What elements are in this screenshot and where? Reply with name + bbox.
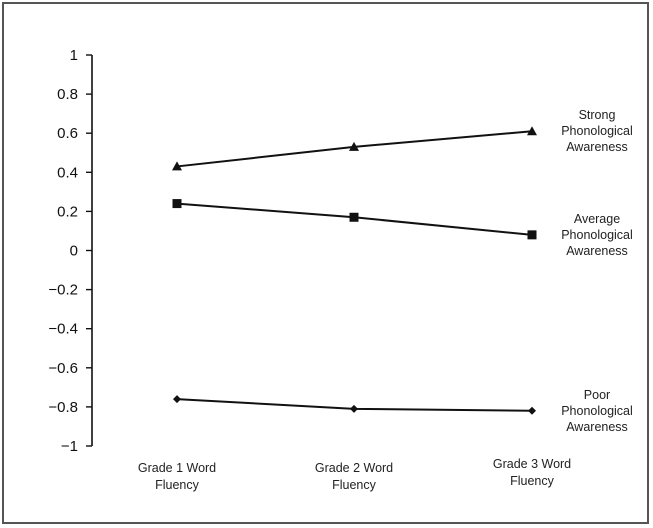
series-label: Awareness <box>566 244 628 258</box>
series-1: Average Phonological Awareness <box>172 199 633 258</box>
x-category-label: Grade 3 Word <box>493 457 571 471</box>
y-tick-label: −1 <box>61 438 78 455</box>
y-tick-label: −0.6 <box>48 360 78 377</box>
series-group: Strong Phonological Awareness Average Phonol… <box>172 108 633 434</box>
series-label: Phonological <box>561 124 633 138</box>
data-point-marker <box>527 126 537 136</box>
y-tick-label: 0.2 <box>57 203 78 220</box>
series-label: Awareness <box>566 140 628 154</box>
y-tick-label: 0.8 <box>57 86 78 103</box>
data-point-marker <box>172 199 182 209</box>
x-category-label: Fluency <box>332 478 377 492</box>
data-point-marker <box>349 141 359 151</box>
data-point-marker <box>528 406 536 415</box>
y-tick-label: 0.6 <box>57 125 78 142</box>
x-category-label: Grade 2 Word <box>315 461 393 475</box>
series-label: Awareness <box>566 420 628 434</box>
y-tick-label: −0.8 <box>48 399 78 416</box>
series-label: Poor <box>584 388 610 402</box>
y-tick-label: 1 <box>70 47 78 64</box>
x-category-label: Fluency <box>155 478 200 492</box>
series-label: Strong <box>579 108 616 122</box>
data-point-marker <box>172 161 182 171</box>
series-label: Phonological <box>561 228 633 242</box>
data-point-marker <box>527 230 537 240</box>
data-point-marker <box>350 404 358 413</box>
y-tick-label: 0.4 <box>57 164 78 181</box>
y-tick-label: −0.4 <box>48 321 78 338</box>
x-category-label: Grade 1 Word <box>138 461 216 475</box>
series-0: Strong Phonological Awareness <box>172 108 633 171</box>
chart-frame <box>2 2 649 524</box>
y-axis: 1 0.8 0.6 0.4 0.2 0 −0.2 −0.4 −0.6 −0.8 −1 <box>48 47 93 455</box>
x-category-labels: Grade 1 Word Fluency Grade 2 Word Fluency Gr… <box>138 457 571 492</box>
x-category-label: Fluency <box>510 474 555 488</box>
y-tick-label: 0 <box>70 243 78 260</box>
data-point-marker <box>173 395 181 404</box>
series-2: Poor Phonological Awareness <box>173 388 633 434</box>
series-label: Phonological <box>561 404 633 418</box>
y-tick-label: −0.2 <box>48 282 78 299</box>
data-point-marker <box>349 212 359 222</box>
series-label: Average <box>574 212 620 226</box>
